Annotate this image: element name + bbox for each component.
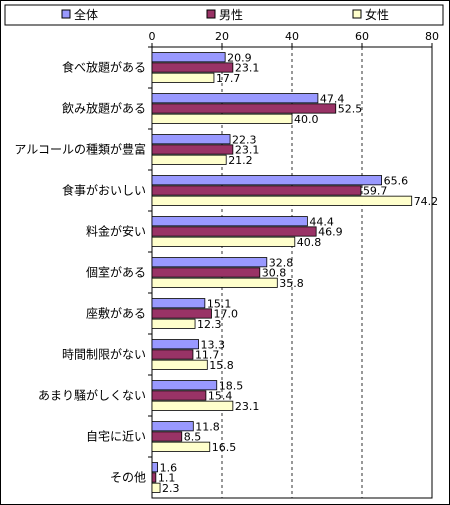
data-label: 17.0 — [214, 308, 239, 321]
bar — [151, 421, 194, 432]
bar — [151, 175, 383, 186]
data-label: 15.4 — [208, 390, 233, 403]
data-label: 13.3 — [201, 338, 226, 351]
category-label: あまり騒がしくない — [38, 388, 146, 403]
bar — [151, 52, 226, 63]
category-label: 座敷がある — [86, 306, 146, 321]
bar — [151, 318, 196, 329]
legend: 全体 男性 女性 — [4, 4, 444, 26]
x-tick-label-60: 60 — [355, 30, 369, 43]
data-label: 40.0 — [294, 113, 319, 126]
category-label: 時間制限がない — [62, 347, 146, 362]
bar — [151, 400, 234, 411]
bar — [151, 308, 212, 319]
bar — [151, 441, 211, 452]
bar — [151, 236, 296, 247]
category-label: 自宅に近い — [86, 429, 146, 444]
data-label: 23.1 — [235, 144, 260, 157]
bar — [151, 195, 413, 206]
bar — [151, 257, 268, 268]
bar — [151, 380, 218, 391]
bar — [151, 431, 183, 442]
bar — [151, 267, 261, 278]
data-label: 23.1 — [235, 62, 260, 75]
bar — [151, 144, 234, 155]
legend-label-3: 女性 — [365, 7, 389, 22]
data-label: 18.5 — [219, 379, 244, 392]
data-label: 47.4 — [320, 92, 345, 105]
category-label: アルコールの種類が豊富 — [14, 142, 146, 157]
bar — [151, 390, 207, 401]
data-label: 35.8 — [279, 277, 304, 290]
data-label: 65.6 — [384, 174, 409, 187]
legend-swatch-1 — [61, 9, 71, 19]
bar — [151, 277, 278, 288]
x-tick-label-80: 80 — [425, 30, 439, 43]
data-label: 12.3 — [197, 318, 222, 331]
data-label: 20.9 — [227, 51, 252, 64]
data-label: 17.7 — [216, 72, 241, 85]
bar — [151, 349, 194, 360]
category-label: 飲み放題がある — [62, 101, 146, 116]
data-label: 11.8 — [195, 420, 220, 433]
bar — [151, 154, 227, 165]
data-label: 23.1 — [235, 400, 260, 413]
data-label: 15.1 — [207, 297, 232, 310]
data-label: 32.8 — [269, 256, 294, 269]
data-label: 59.7 — [363, 185, 388, 198]
data-label: 1.1 — [158, 472, 176, 485]
plot-area: 0 20 40 60 80食べ放題がある20.923.117.7飲み放題がある47.45… — [14, 30, 439, 499]
data-label: 1.6 — [160, 461, 178, 474]
bar — [151, 482, 161, 493]
data-label: 2.3 — [162, 482, 180, 495]
bar — [151, 103, 337, 114]
data-label: 15.8 — [209, 359, 234, 372]
category-label: 食べ放題がある — [62, 60, 146, 75]
bar — [151, 93, 319, 104]
bar — [151, 462, 158, 473]
data-label: 22.3 — [232, 133, 256, 146]
bar — [151, 359, 208, 370]
bar — [151, 185, 362, 196]
legend-label-2: 男性 — [219, 8, 243, 22]
data-label: 46.9 — [318, 226, 343, 239]
bar — [151, 216, 308, 227]
data-label: 16.5 — [212, 441, 237, 454]
category-label: 料金が安い — [86, 224, 146, 239]
data-label: 11.7 — [195, 349, 220, 362]
data-label: 30.8 — [262, 267, 287, 280]
data-label: 40.8 — [297, 236, 322, 249]
bar — [151, 472, 157, 483]
bar — [151, 339, 199, 350]
x-tick-label-0: 0 — [149, 30, 156, 43]
bar — [151, 113, 293, 124]
bar — [151, 62, 234, 73]
data-label: 8.5 — [184, 431, 202, 444]
legend-swatch-3 — [352, 9, 362, 19]
data-label: 44.4 — [309, 215, 334, 228]
data-label: 74.2 — [414, 195, 439, 208]
data-label: 52.5 — [338, 103, 363, 116]
category-label: 個室がある — [86, 265, 146, 280]
category-label: 食事がおいしい — [62, 183, 146, 198]
legend-box — [4, 4, 444, 26]
legend-label-1: 全体 — [74, 7, 98, 22]
x-tick-label-20: 20 — [215, 30, 229, 43]
x-tick-label-40: 40 — [285, 30, 299, 43]
bar — [151, 226, 317, 237]
bar — [151, 72, 215, 83]
legend-swatch-2 — [206, 9, 216, 19]
data-label: 21.2 — [228, 154, 253, 167]
category-label: その他 — [110, 471, 146, 485]
bar — [151, 134, 231, 145]
bar — [151, 298, 206, 309]
